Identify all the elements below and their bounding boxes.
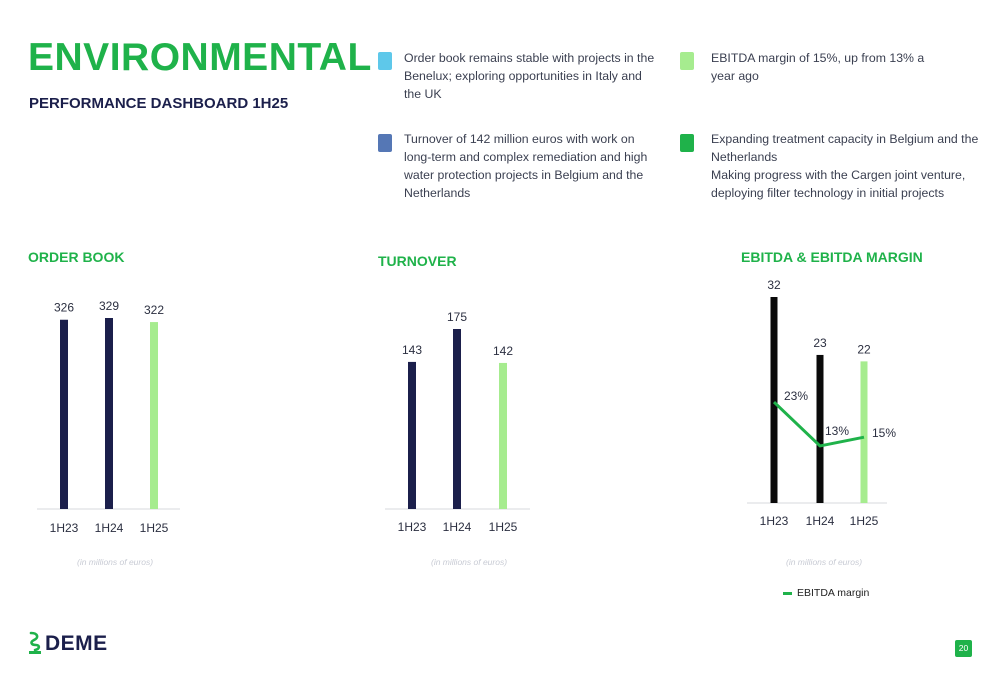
bullet-marker: [378, 134, 392, 152]
margin-value-label: 13%: [825, 424, 849, 438]
category-label: 1H23: [398, 520, 427, 534]
chart-title-ebitda: EBITDA & EBITDA MARGIN: [741, 249, 923, 265]
bar-value-label: 322: [144, 303, 164, 317]
bullet-text-line2: Making progress with the Cargen joint ve…: [711, 168, 966, 200]
bar-value-label: 23: [813, 336, 827, 350]
bar-1h23: [408, 361, 416, 509]
category-label: 1H25: [140, 521, 169, 535]
logo-text: DEME: [45, 632, 108, 655]
bar-1h24: [816, 354, 824, 503]
bullet-text: EBITDA margin of 15%, up from 13% a year…: [711, 51, 925, 83]
bar-value-label: 143: [402, 343, 422, 357]
category-label: 1H23: [760, 514, 789, 528]
bar-value-label: 22: [857, 342, 871, 356]
footnote-turnover: (in millions of euros): [431, 557, 508, 567]
bar-1h24: [105, 318, 113, 509]
category-label: 1H25: [489, 520, 518, 534]
ebitda-margin-line: [772, 400, 865, 448]
legend-line-swatch: [783, 591, 792, 595]
bar-1h23: [770, 297, 778, 503]
footnote-order-book: (in millions of euros): [77, 557, 154, 567]
page-subtitle: PERFORMANCE DASHBOARD 1H25: [29, 95, 289, 112]
bar-1h25: [860, 361, 868, 503]
bar-value-label: 175: [447, 310, 467, 324]
page-number: 20: [955, 640, 972, 657]
chart-title-order-book: ORDER BOOK: [28, 249, 125, 265]
bullet-text: Expanding treatment capacity in Belgium …: [711, 130, 981, 202]
deme-logo: DEME: [28, 631, 108, 656]
bullet-marker: [680, 134, 694, 152]
bar-value-label: 142: [493, 344, 513, 358]
bullet-text: Order book remains stable with projects …: [404, 51, 655, 101]
category-label: 1H24: [806, 514, 835, 528]
bullet-text-line1: Expanding treatment capacity in Belgium …: [711, 132, 979, 164]
bar-value-label: 329: [99, 299, 119, 313]
footnote-ebitda: (in millions of euros): [786, 557, 863, 567]
chart-legend: EBITDA margin: [783, 587, 869, 599]
page-title: ENVIRONMENTAL: [28, 36, 372, 79]
margin-value-label: 15%: [872, 426, 896, 440]
bar-1h24: [453, 329, 461, 509]
category-label: 1H25: [850, 514, 879, 528]
deme-logo-icon: [29, 631, 41, 654]
chart-title-turnover: TURNOVER: [378, 253, 457, 269]
margin-value-label: 23%: [784, 389, 808, 403]
legend-label: EBITDA margin: [797, 587, 870, 599]
bullet-text: Turnover of 142 million euros with work …: [404, 132, 648, 200]
bar-value-label: 326: [54, 301, 74, 315]
category-label: 1H24: [443, 520, 472, 534]
bar-value-label: 32: [767, 278, 781, 292]
category-label: 1H23: [50, 521, 79, 535]
bullet-marker: [378, 52, 392, 70]
bar-1h25: [150, 322, 158, 509]
bullet-marker: [680, 52, 694, 70]
category-label: 1H24: [95, 521, 124, 535]
bar-1h25: [499, 362, 507, 509]
bar-1h23: [60, 319, 68, 509]
